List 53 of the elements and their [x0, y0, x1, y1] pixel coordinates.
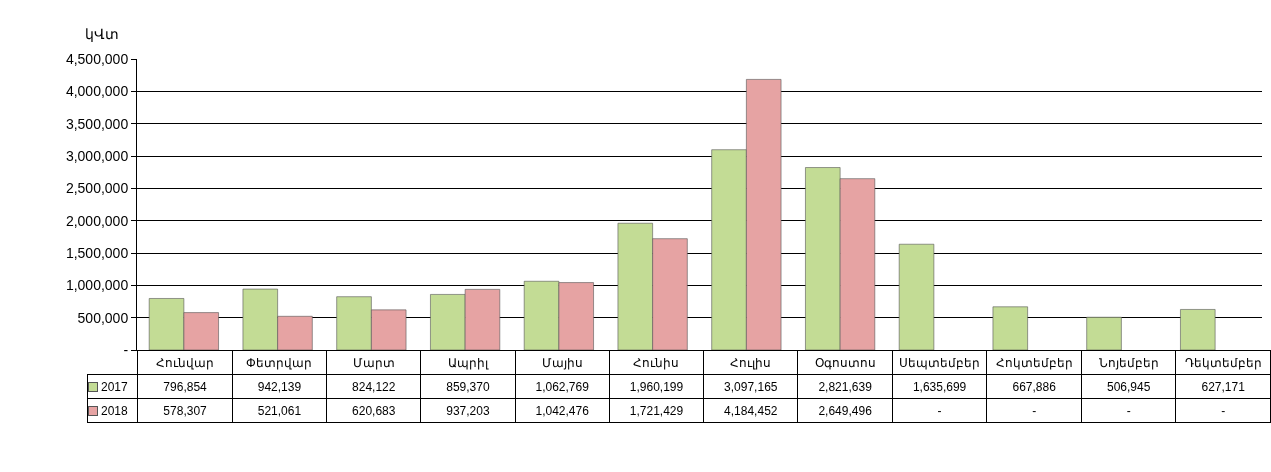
- y-tick-label: 1,500,000: [65, 244, 129, 261]
- x-tick-label: Նոյեմբեր: [1081, 350, 1176, 375]
- data-label: 578,307: [137, 398, 233, 423]
- data-label: 824,122: [326, 374, 421, 399]
- x-tick-label: Ապրիլ: [420, 350, 516, 375]
- x-tick-label: Մայիս: [515, 350, 610, 375]
- data-label: 627,171: [1175, 374, 1271, 399]
- x-tick-label: Հունվար: [137, 350, 233, 375]
- data-label: 859,370: [420, 374, 516, 399]
- bar: [898, 243, 935, 350]
- y-tick-label: 1,000,000: [65, 277, 129, 294]
- data-label: 942,139: [232, 374, 327, 399]
- y-tick-label: 4,000,000: [65, 83, 129, 100]
- data-label: 1,635,699: [892, 374, 987, 399]
- x-tick-label: Հունիս: [609, 350, 704, 375]
- x-tick-label: Հոկտեմբեր: [986, 350, 1082, 375]
- y-tick-label: 500,000: [77, 309, 129, 326]
- x-tick-label: Օգոստոս: [797, 350, 893, 375]
- y-tick-label: 2,500,000: [65, 180, 129, 197]
- bar: [1180, 309, 1216, 350]
- data-label: 796,854: [137, 374, 233, 399]
- x-tick-label: Սեպտեմբեր: [892, 350, 987, 375]
- x-tick-label: Հուլիս: [703, 350, 798, 375]
- y-tick-label: 2,000,000: [65, 212, 129, 229]
- data-label: 506,945: [1081, 374, 1176, 399]
- data-label: 2,649,496: [797, 398, 893, 423]
- data-label: 1,042,476: [515, 398, 610, 423]
- y-tick-label: 4,500,000: [65, 50, 129, 67]
- data-label: 4,184,452: [703, 398, 798, 423]
- data-label: 1,062,769: [515, 374, 610, 399]
- text: -: [1221, 403, 1226, 418]
- data-label: 3,097,165: [703, 374, 798, 399]
- x-tick-label: Փետրվար: [232, 350, 327, 375]
- x-tick-label: Մարտ: [326, 350, 421, 375]
- y-axis-title: կՎտ: [85, 26, 119, 42]
- legend-label: 2018: [101, 403, 128, 418]
- data-label: 667,886: [986, 374, 1082, 399]
- data-label: 521,061: [232, 398, 327, 423]
- data-label: 1,960,199: [609, 374, 704, 399]
- text: -: [1032, 403, 1037, 418]
- y-tick-label: -: [123, 341, 129, 358]
- data-label: 937,203: [420, 398, 516, 423]
- bar: [992, 306, 1028, 350]
- text: -: [937, 403, 942, 418]
- data-label: 620,683: [326, 398, 421, 423]
- y-tick-label: 3,500,000: [65, 115, 129, 132]
- x-tick-label: Դեկտեմբեր: [1175, 350, 1271, 375]
- y-tick-label: 3,000,000: [65, 147, 129, 164]
- legend-label: 2017: [101, 379, 128, 394]
- data-label: 1,721,429: [609, 398, 704, 423]
- text: -: [1126, 403, 1131, 418]
- data-label: 2,821,639: [797, 374, 893, 399]
- bar: [1086, 316, 1122, 350]
